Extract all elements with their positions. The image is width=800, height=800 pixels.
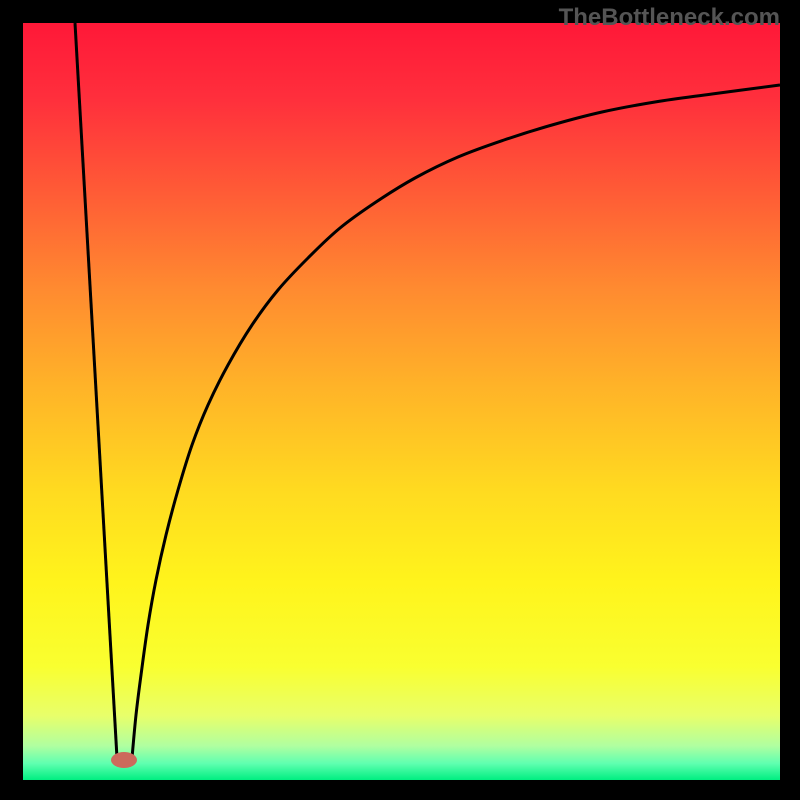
minimum-marker: [111, 752, 137, 768]
gradient-background: [23, 23, 780, 780]
chart-svg: [0, 0, 800, 800]
watermark-text: TheBottleneck.com: [559, 4, 780, 32]
chart-container: TheBottleneck.com: [0, 0, 800, 800]
